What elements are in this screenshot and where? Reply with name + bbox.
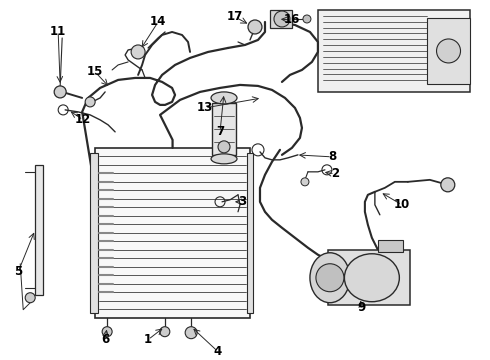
Text: 17: 17 xyxy=(227,10,243,23)
Text: 12: 12 xyxy=(75,113,91,126)
Text: 16: 16 xyxy=(284,13,300,27)
Text: 2: 2 xyxy=(331,167,339,180)
Text: 3: 3 xyxy=(238,195,246,208)
Bar xyxy=(270,10,292,28)
Circle shape xyxy=(218,141,230,153)
Text: 5: 5 xyxy=(14,265,23,278)
Circle shape xyxy=(437,39,461,63)
Ellipse shape xyxy=(211,154,237,164)
Text: 8: 8 xyxy=(328,150,336,163)
Text: 7: 7 xyxy=(216,125,224,138)
Circle shape xyxy=(274,11,290,27)
Circle shape xyxy=(85,97,95,107)
Circle shape xyxy=(25,293,35,303)
Ellipse shape xyxy=(344,254,399,302)
Text: 15: 15 xyxy=(87,66,103,78)
Text: 14: 14 xyxy=(150,15,166,28)
Circle shape xyxy=(316,264,344,292)
Bar xyxy=(35,165,43,295)
Bar xyxy=(212,103,236,155)
Circle shape xyxy=(102,327,112,337)
Circle shape xyxy=(160,327,170,337)
Ellipse shape xyxy=(310,253,350,303)
Circle shape xyxy=(303,15,311,23)
Text: 6: 6 xyxy=(101,333,109,346)
Text: 4: 4 xyxy=(214,345,222,358)
Text: 9: 9 xyxy=(358,301,366,314)
Bar xyxy=(318,10,470,92)
Bar xyxy=(247,153,253,313)
Circle shape xyxy=(185,327,197,339)
Circle shape xyxy=(54,86,66,98)
Circle shape xyxy=(301,178,309,186)
Bar xyxy=(90,153,98,313)
Circle shape xyxy=(441,178,455,192)
Ellipse shape xyxy=(211,92,237,104)
Circle shape xyxy=(131,45,145,59)
Circle shape xyxy=(248,20,262,34)
Text: 1: 1 xyxy=(144,333,152,346)
Bar xyxy=(427,18,470,84)
Bar xyxy=(95,148,250,318)
Bar xyxy=(378,240,403,252)
Text: 10: 10 xyxy=(394,198,410,211)
Bar xyxy=(328,250,410,305)
Text: 11: 11 xyxy=(50,26,66,39)
Text: 13: 13 xyxy=(197,102,213,114)
